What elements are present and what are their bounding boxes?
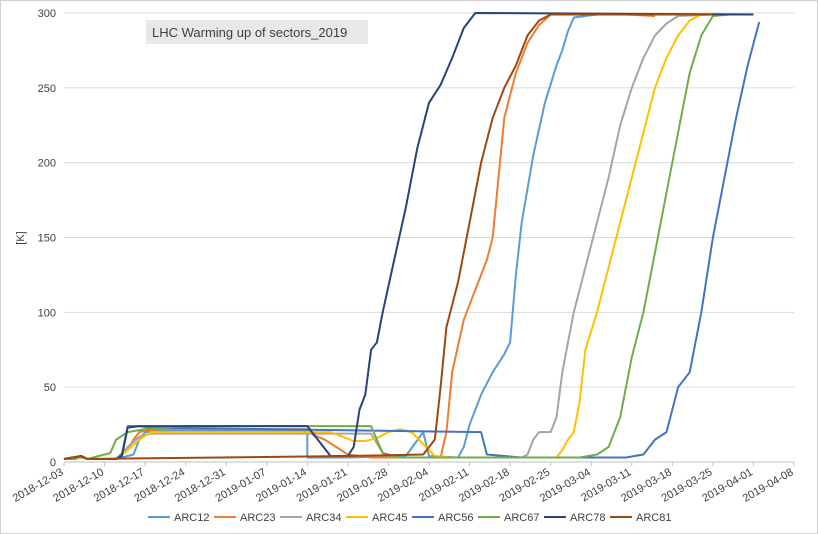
- series-line-arc67: [63, 13, 754, 460]
- legend-label: ARC56: [438, 512, 473, 524]
- series-line-arc78: [63, 12, 754, 460]
- y-tick-label: 100: [38, 307, 56, 319]
- gridlines: [64, 12, 794, 463]
- series-line-arc34: [63, 13, 754, 460]
- chart-title-box: LHC Warming up of sectors_2019: [146, 20, 368, 44]
- series-lines: [63, 12, 761, 460]
- legend-label: ARC81: [636, 512, 671, 524]
- series-line-arc45: [63, 13, 754, 460]
- legend: ARC12 ARC23 ARC34 ARC45 ARC56 ARC67 ARC78 ARC81: [148, 512, 671, 524]
- y-axis-ticks: 0 50 100 150 200 250 300: [38, 8, 56, 469]
- legend-label: ARC12: [174, 512, 209, 524]
- legend-label: ARC34: [306, 512, 341, 524]
- legend-label: ARC78: [570, 512, 605, 524]
- legend-label: ARC45: [372, 512, 407, 524]
- y-tick-label: 300: [38, 8, 56, 20]
- series-line-arc81: [63, 13, 713, 460]
- chart-title-background: [146, 20, 368, 44]
- y-tick-label: 200: [38, 158, 56, 170]
- legend-label: ARC67: [504, 512, 539, 524]
- y-tick-label: 150: [38, 233, 56, 245]
- y-tick-label: 50: [44, 382, 56, 394]
- series-line-arc23: [63, 13, 656, 460]
- y-axis-label: [K]: [15, 231, 27, 244]
- y-tick-label: 250: [38, 83, 56, 95]
- x-axis-ticks: 2018-12-032018-12-102018-12-172018-12-24…: [11, 462, 796, 505]
- legend-label: ARC23: [240, 512, 275, 524]
- chart-title: LHC Warming up of sectors_2019: [152, 25, 347, 40]
- y-tick-label: 0: [50, 457, 56, 469]
- series-line-arc12: [64, 13, 754, 460]
